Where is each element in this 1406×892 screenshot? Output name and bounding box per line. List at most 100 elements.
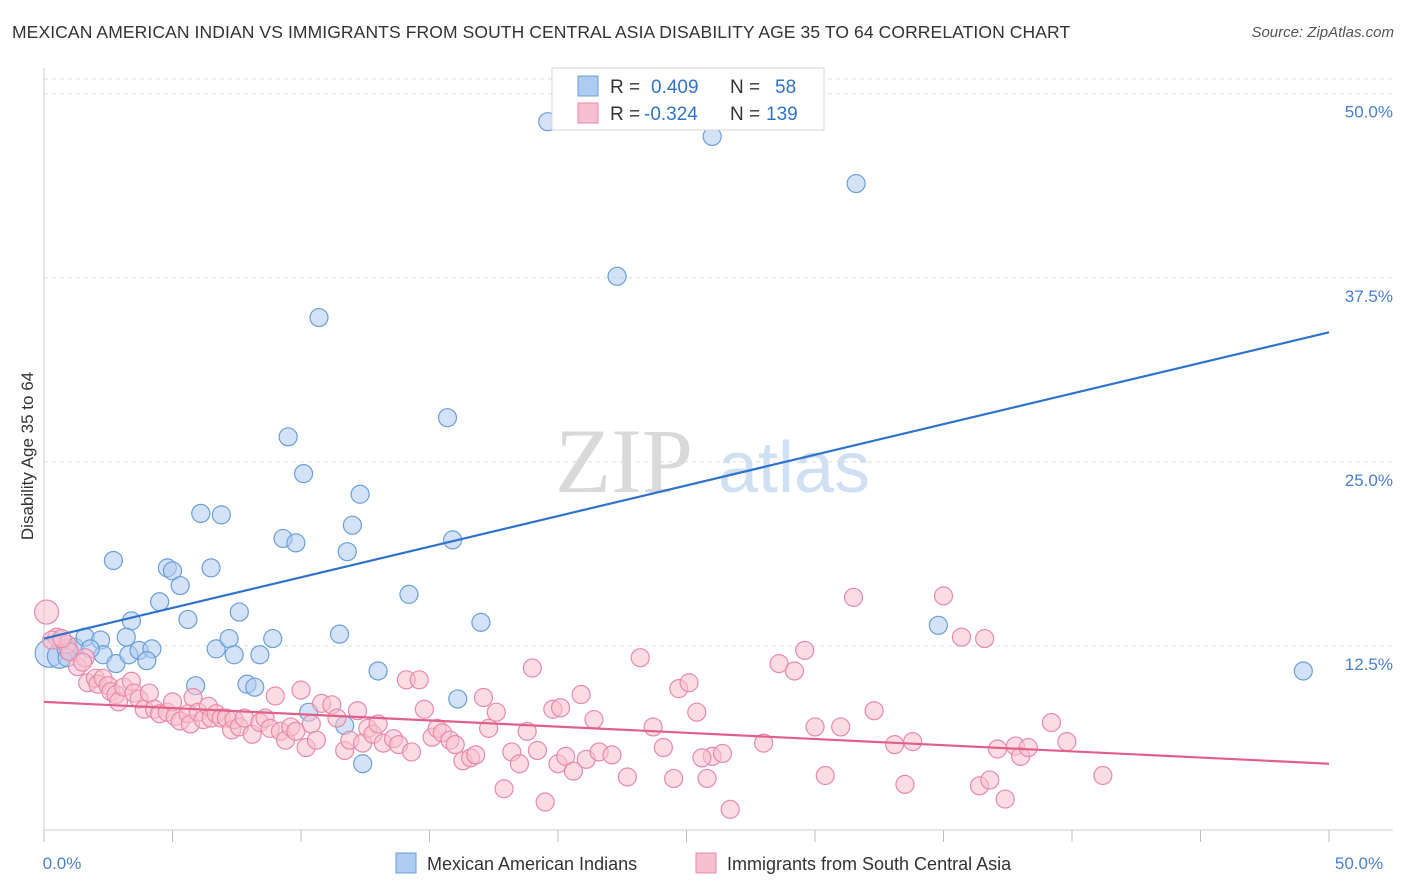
pink-point-116	[831, 717, 851, 737]
legend-swatch-pink	[577, 102, 599, 124]
blue-point-40	[342, 515, 362, 535]
pink-point-62	[368, 714, 388, 734]
pink-point-78	[473, 687, 494, 708]
blue-point-44	[399, 584, 419, 604]
pink-point-84	[517, 721, 537, 741]
blue-point-17	[170, 575, 190, 596]
blue-point-33	[286, 533, 306, 553]
blue-point-14	[150, 592, 170, 612]
y-tick-label-1: 25.0%	[1345, 471, 1393, 490]
blue-point-53	[928, 615, 948, 635]
blue-point-18	[178, 609, 198, 630]
pink-point-105	[697, 768, 717, 789]
blue-point-47	[448, 689, 468, 709]
pink-point-134	[1093, 765, 1113, 786]
pink-point-120	[895, 774, 915, 794]
blue-point-24	[219, 628, 239, 649]
blue-point-41	[350, 484, 370, 504]
pink-point-96	[602, 745, 622, 765]
source-label: Source: ZipAtlas.com	[1251, 24, 1394, 41]
x-tick-label-max: 50.0%	[1335, 854, 1383, 873]
pink-point-80	[486, 702, 506, 722]
legend-r-value-1: 0.409	[651, 77, 699, 98]
pink-point-108	[712, 743, 733, 764]
watermark-atlas: atlas	[718, 428, 870, 508]
pink-point-109	[720, 799, 740, 819]
pink-point-125	[980, 770, 1000, 790]
trend-lines	[43, 331, 1330, 765]
pink-point-91	[563, 761, 584, 781]
blue-point-39	[337, 542, 357, 562]
legend-bottom-swatch-blue	[395, 852, 417, 874]
blue-point-52	[846, 173, 866, 194]
blue-point-20	[191, 503, 211, 524]
blue-point-37	[329, 624, 350, 644]
legend-n-value-2: 139	[766, 104, 798, 125]
pink-point-55	[327, 708, 347, 728]
blue-point-26	[229, 602, 249, 622]
pink-point-19	[139, 683, 159, 703]
y-tick-label-3: 50.0%	[1345, 103, 1393, 122]
pink-point-132	[1041, 712, 1062, 733]
pink-point-77	[466, 745, 486, 765]
pink-point-115	[815, 765, 835, 786]
pink-point-49	[291, 680, 311, 700]
pink-point-74	[445, 734, 465, 755]
pink-point-98	[630, 648, 650, 668]
trend-line-pink	[43, 700, 1330, 765]
legend-r-label-2: R =	[610, 104, 640, 125]
pink-point-52	[306, 730, 327, 750]
pink-point-104	[687, 702, 707, 722]
pink-point-121	[903, 732, 923, 752]
pink-point-123	[951, 627, 972, 647]
legend-bottom-label-pink: Immigrants from South Central Asia	[727, 854, 1012, 874]
pink-point-111	[769, 654, 789, 674]
blue-point-11	[137, 651, 157, 671]
x-axis-ticks	[43, 830, 1330, 842]
blue-point-23	[211, 505, 231, 525]
legend-swatch-blue	[577, 75, 599, 97]
pink-point-122	[933, 586, 954, 606]
pink-point-100	[653, 737, 673, 758]
pink-point-90	[556, 746, 576, 766]
pink-point-137	[72, 652, 93, 672]
pink-point-110	[753, 733, 774, 753]
pink-point-114	[805, 717, 825, 737]
pink-point-67	[401, 742, 422, 762]
blue-point-29	[250, 645, 270, 665]
pink-point-99	[643, 717, 663, 737]
legend-r-value-2: -0.324	[644, 104, 698, 125]
pink-point-119	[885, 734, 905, 755]
pink-point-0	[33, 599, 60, 625]
pink-point-58	[347, 701, 368, 721]
blue-point-36	[309, 307, 329, 328]
legend-bottom-label-blue: Mexican American Indians	[427, 854, 637, 874]
series-south-central-asia-points	[33, 586, 1113, 819]
legend-bottom: Mexican American Indians Immigrants from…	[395, 852, 1012, 874]
series-mexican-american-indians-points	[34, 112, 1313, 774]
pink-point-138	[550, 698, 571, 718]
blue-point-30	[263, 628, 283, 649]
trend-line-blue	[43, 331, 1330, 640]
blue-point-45	[437, 408, 458, 428]
blue-point-54	[1293, 661, 1313, 681]
blue-point-16	[162, 561, 183, 581]
legend-bottom-swatch-pink	[695, 852, 717, 874]
blue-point-12	[103, 550, 123, 571]
blue-point-21	[201, 558, 221, 578]
pink-point-69	[414, 699, 434, 719]
blue-point-34	[293, 464, 314, 484]
pink-point-101	[664, 768, 684, 789]
blue-point-25	[224, 645, 244, 665]
blue-point-43	[368, 661, 388, 681]
pink-point-81	[494, 779, 514, 799]
y-axis-label: Disability Age 35 to 64	[18, 372, 37, 540]
blue-point-22	[206, 639, 226, 659]
pink-point-107	[692, 748, 712, 768]
legend-n-value-1: 58	[775, 77, 796, 98]
pink-point-117	[843, 587, 864, 607]
blue-point-28	[245, 677, 265, 697]
legend-n-label-1: N =	[730, 77, 760, 98]
y-axis-tick-labels: 12.5% 25.0% 37.5% 50.0%	[1345, 103, 1393, 674]
